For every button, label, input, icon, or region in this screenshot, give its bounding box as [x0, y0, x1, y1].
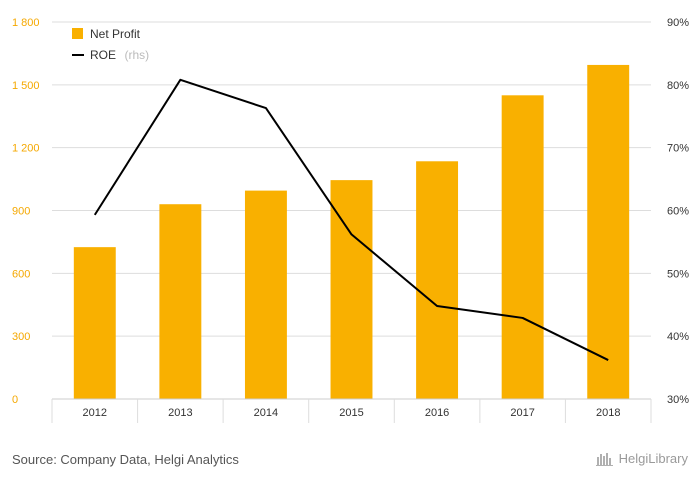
legend: Net Profit ROE (rhs): [72, 27, 149, 63]
y-left-tick-label: 1 500: [12, 80, 40, 92]
bar-net-profit: [244, 190, 287, 399]
bar-net-profit: [330, 180, 373, 399]
legend-line-suffix: (rhs): [124, 48, 149, 62]
x-tick-label: 2013: [168, 407, 192, 419]
bar-net-profit: [159, 204, 202, 399]
x-tick-label: 2014: [254, 407, 278, 419]
axes: 0 300 600 900 1 200 1 500 1 800 30% 40% 50% 60% 70%…: [12, 17, 689, 423]
x-tick-label: 2017: [510, 407, 534, 419]
bar-net-profit: [587, 64, 630, 400]
line-roe: [93, 78, 609, 361]
y-right-tick-label: 50%: [667, 268, 689, 280]
logo-text: HelgiLibrary: [618, 451, 688, 466]
y-left-tick-label: 1 200: [12, 143, 40, 155]
y-right-tick-label: 40%: [667, 331, 689, 343]
legend-line-entry: ROE (rhs): [90, 46, 149, 63]
legend-bar-label: Net Profit: [90, 27, 141, 41]
x-tick-label: 2015: [339, 407, 363, 419]
bar-net-profit: [73, 247, 116, 399]
x-tick-label: 2016: [425, 407, 449, 419]
chart: 0 300 600 900 1 200 1 500 1 800 30% 40% 50% 60% 70%…: [12, 17, 689, 423]
y-right-tick-label: 80%: [667, 80, 689, 92]
bars: [73, 64, 630, 400]
helgi-library-logo: HelgiLibrary: [595, 451, 688, 466]
y-right-tick-label: 30%: [667, 394, 689, 406]
bar-net-profit: [501, 95, 544, 400]
y-right-tick-label: 60%: [667, 206, 689, 218]
y-left-tick-label: 0: [12, 394, 18, 406]
y-left-tick-label: 900: [12, 206, 30, 218]
library-logo-icon: [595, 452, 613, 466]
y-right-tick-label: 90%: [667, 17, 689, 29]
x-tick-label: 2018: [596, 407, 620, 419]
bar-net-profit: [416, 161, 459, 399]
legend-bar-swatch: [72, 28, 83, 39]
y-left-tick-label: 300: [12, 331, 30, 343]
y-right-tick-label: 70%: [667, 143, 689, 155]
y-left-tick-label: 1 800: [12, 17, 40, 29]
y-left-tick-label: 600: [12, 268, 30, 280]
roe-line: [93, 78, 609, 361]
x-tick-label: 2012: [83, 407, 107, 419]
legend-line-label: ROE: [90, 48, 116, 62]
source-note: Source: Company Data, Helgi Analytics: [12, 452, 239, 467]
